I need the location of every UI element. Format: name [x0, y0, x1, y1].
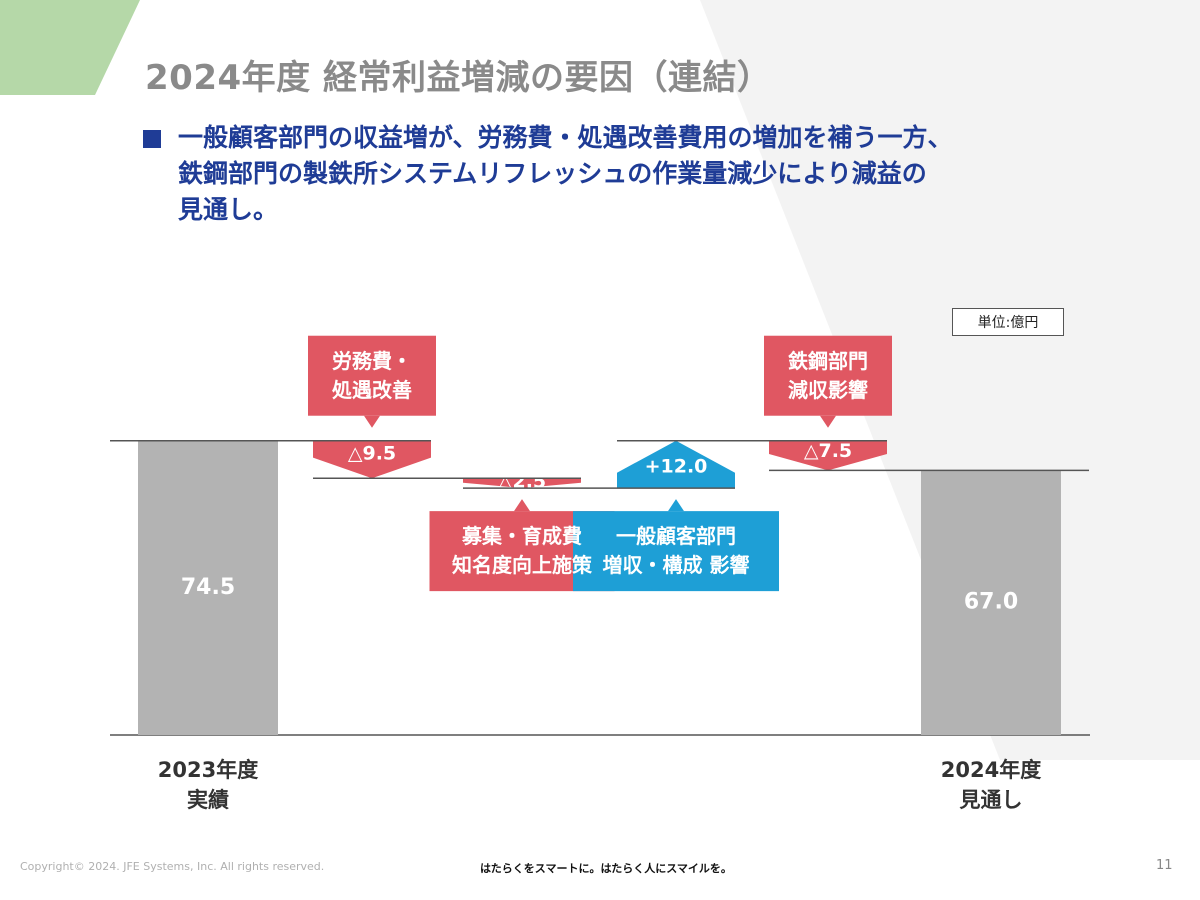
callout-step-2-line-1: 募集・育成費 — [462, 524, 582, 549]
decrease-arrow-1 — [313, 440, 431, 479]
increase-arrow-3 — [617, 440, 735, 489]
callout-step-4-box — [764, 335, 892, 416]
page-title: 2024年度 経常利益増減の要因（連結） — [145, 58, 772, 98]
decrease-arrow-4 — [769, 440, 887, 471]
total-bar-2024 — [921, 470, 1061, 735]
decrease-arrow-2 — [463, 478, 581, 489]
callout-step-1-line-1: 労務費・ — [332, 348, 412, 373]
summary-bullet: 一般顧客部門の収益増が、労務費・処遇改善費用の増加を補う一方、 鉄鋼部門の製鉄所… — [178, 120, 1118, 228]
decrease-label-2: △2.5 — [498, 470, 546, 492]
callout-step-2-line-2: 知名度向上施策 — [452, 553, 592, 578]
callout-step-4-line-1: 鉄鋼部門 — [788, 348, 868, 373]
unit-label: 単位:億円 — [952, 308, 1064, 336]
summary-line-2: 鉄鋼部門の製鉄所システムリフレッシュの作業量減少により減益の — [178, 159, 927, 188]
total-bar-label-2023: 74.5 — [181, 575, 235, 600]
category-label-line-2: 見通し — [959, 788, 1023, 812]
category-label-line-1: 2023年度 — [157, 758, 259, 782]
category-label-2024: 2024年度 見通し — [911, 755, 1071, 815]
callout-step-2-pointer — [514, 499, 530, 512]
callout-step-1-line-2: 処遇改善 — [332, 377, 412, 402]
total-bar-2023 — [138, 440, 278, 735]
copyright-text: Copyright© 2024. JFE Systems, Inc. All r… — [20, 860, 325, 873]
callout-step-1-text: 労務費・ 処遇改善 — [308, 347, 436, 405]
increase-label-3: +12.0 — [645, 455, 708, 477]
bullet-square-icon — [143, 130, 161, 148]
tagline-text: はたらくをスマートに。はたらく人にスマイルを。 — [480, 862, 732, 875]
callout-step-4-pointer — [820, 415, 836, 428]
corner-accent-shape — [0, 0, 140, 95]
callout-step-3-box — [573, 511, 779, 592]
callout-step-4-line-2: 減収影響 — [788, 377, 868, 402]
decrease-label-1: △9.5 — [348, 443, 396, 465]
callout-step-4-text: 鉄鋼部門 減収影響 — [764, 347, 892, 405]
summary-line-3: 見通し。 — [178, 195, 279, 224]
background-wedge-shape — [700, 0, 1200, 760]
total-bar-label-2024: 67.0 — [964, 590, 1018, 615]
callout-step-2-text: 募集・育成費 知名度向上施策 — [430, 522, 615, 580]
category-label-2023: 2023年度 実績 — [128, 755, 288, 815]
decrease-label-4: △7.5 — [804, 440, 852, 462]
callout-step-1-box — [308, 335, 436, 416]
summary-line-1: 一般顧客部門の収益増が、労務費・処遇改善費用の増加を補う一方、 — [178, 123, 953, 152]
callout-step-3-text: 一般顧客部門 増収・構成 影響 — [573, 522, 779, 580]
callout-step-3-line-1: 一般顧客部門 — [616, 524, 736, 549]
category-label-line-1: 2024年度 — [940, 758, 1042, 782]
page-number: 11 — [1156, 858, 1173, 873]
category-label-line-2: 実績 — [187, 788, 229, 812]
callout-step-1-pointer — [364, 415, 380, 428]
callout-step-3-pointer — [668, 499, 684, 512]
callout-step-3-line-2: 増収・構成 影響 — [602, 553, 750, 578]
